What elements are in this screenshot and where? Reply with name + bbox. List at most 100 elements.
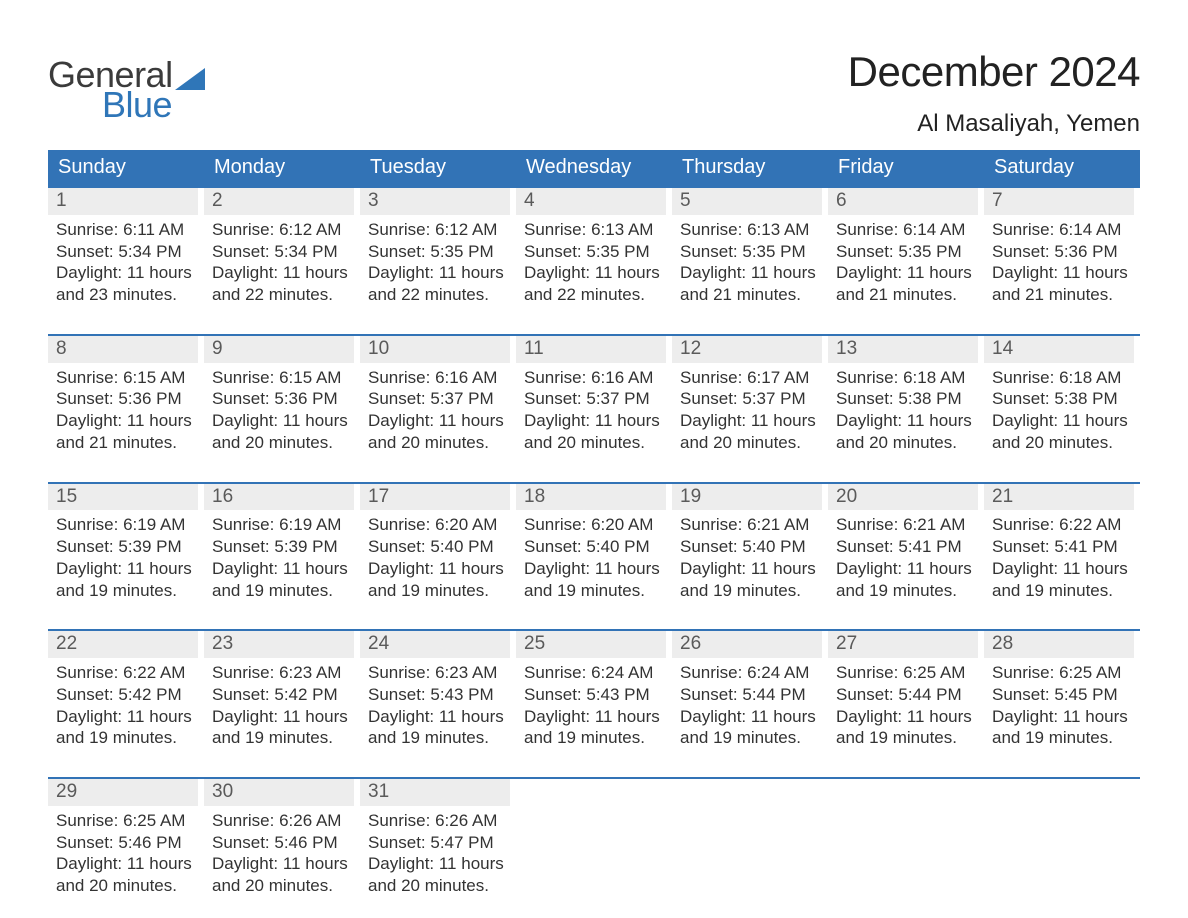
daylight-line: Daylight: 11 hours and 19 minutes. [212,558,354,602]
week-row: 15Sunrise: 6:19 AMSunset: 5:39 PMDayligh… [48,482,1140,602]
day-number: 10 [360,336,510,363]
day-number: 14 [984,336,1134,363]
day-number: 15 [48,484,198,511]
sunrise-line: Sunrise: 6:14 AM [992,219,1134,241]
day-cell: 12Sunrise: 6:17 AMSunset: 5:37 PMDayligh… [672,336,828,454]
day-cell [984,779,1140,897]
day-body: Sunrise: 6:26 AMSunset: 5:47 PMDaylight:… [360,806,510,897]
sunrise-line: Sunrise: 6:23 AM [212,662,354,684]
day-body: Sunrise: 6:21 AMSunset: 5:41 PMDaylight:… [828,510,978,601]
day-cell: 1 Sunrise: 6:11 AMSunset: 5:34 PMDaylight… [48,188,204,306]
dow-friday: Friday [828,150,984,186]
day-number: 26 [672,631,822,658]
daylight-line: Daylight: 11 hours and 21 minutes. [680,262,822,306]
day-body: Sunrise: 6:26 AMSunset: 5:46 PMDaylight:… [204,806,354,897]
day-body: Sunrise: 6:20 AMSunset: 5:40 PMDaylight:… [516,510,666,601]
sunset-line: Sunset: 5:45 PM [992,684,1134,706]
day-cell: 11Sunrise: 6:16 AMSunset: 5:37 PMDayligh… [516,336,672,454]
day-number: 7 [984,188,1134,215]
day-body: Sunrise: 6:17 AMSunset: 5:37 PMDaylight:… [672,363,822,454]
sunset-line: Sunset: 5:38 PM [992,388,1134,410]
day-body: Sunrise: 6:16 AMSunset: 5:37 PMDaylight:… [360,363,510,454]
sunrise-line: Sunrise: 6:24 AM [524,662,666,684]
day-cell: 17Sunrise: 6:20 AMSunset: 5:40 PMDayligh… [360,484,516,602]
daylight-line: Daylight: 11 hours and 19 minutes. [56,706,198,750]
header: General Blue December 2024 Al Masaliyah,… [48,48,1140,138]
daylight-line: Daylight: 11 hours and 20 minutes. [680,410,822,454]
day-number: 21 [984,484,1134,511]
day-body: Sunrise: 6:25 AMSunset: 5:45 PMDaylight:… [984,658,1134,749]
week-row: 1Sunrise: 6:11 AMSunset: 5:34 PMDaylight… [48,186,1140,306]
day-cell: 9Sunrise: 6:15 AMSunset: 5:36 PMDaylight… [204,336,360,454]
sunset-line: Sunset: 5:42 PM [56,684,198,706]
day-number: 24 [360,631,510,658]
day-body: Sunrise: 6:23 AMSunset: 5:42 PMDaylight:… [204,658,354,749]
day-body: Sunrise: 6:19 AMSunset: 5:39 PMDaylight:… [204,510,354,601]
daylight-line: Daylight: 11 hours and 22 minutes. [212,262,354,306]
day-cell: 27Sunrise: 6:25 AMSunset: 5:44 PMDayligh… [828,631,984,749]
daylight-line: Daylight: 11 hours and 23 minutes. [56,262,198,306]
sunrise-line: Sunrise: 6:22 AM [992,514,1134,536]
sunrise-line: Sunrise: 6:16 AM [524,367,666,389]
day-body: Sunrise: 6:14 AMSunset: 5:35 PMDaylight:… [828,215,978,306]
day-cell: 4Sunrise: 6:13 AMSunset: 5:35 PMDaylight… [516,188,672,306]
day-number: 31 [360,779,510,806]
logo: General Blue [48,54,205,126]
day-body: Sunrise: 6:21 AMSunset: 5:40 PMDaylight:… [672,510,822,601]
day-cell: 16Sunrise: 6:19 AMSunset: 5:39 PMDayligh… [204,484,360,602]
daylight-line: Daylight: 11 hours and 19 minutes. [368,558,510,602]
day-cell: 21Sunrise: 6:22 AMSunset: 5:41 PMDayligh… [984,484,1140,602]
daylight-line: Daylight: 11 hours and 19 minutes. [56,558,198,602]
day-body: Sunrise: 6:16 AMSunset: 5:37 PMDaylight:… [516,363,666,454]
day-body: Sunrise: 6:24 AMSunset: 5:44 PMDaylight:… [672,658,822,749]
day-cell: 23Sunrise: 6:23 AMSunset: 5:42 PMDayligh… [204,631,360,749]
day-cell [672,779,828,897]
sunset-line: Sunset: 5:37 PM [368,388,510,410]
day-number: 29 [48,779,198,806]
day-cell: 3Sunrise: 6:12 AMSunset: 5:35 PMDaylight… [360,188,516,306]
sunset-line: Sunset: 5:46 PM [56,832,198,854]
location: Al Masaliyah, Yemen [848,110,1140,138]
calendar: Sunday Monday Tuesday Wednesday Thursday… [48,150,1140,897]
week-row: 22Sunrise: 6:22 AMSunset: 5:42 PMDayligh… [48,629,1140,749]
day-number: 1 [48,188,198,215]
sunrise-line: Sunrise: 6:11 AM [56,219,198,241]
day-cell: 13Sunrise: 6:18 AMSunset: 5:38 PMDayligh… [828,336,984,454]
day-number: 11 [516,336,666,363]
day-body: Sunrise: 6:23 AMSunset: 5:43 PMDaylight:… [360,658,510,749]
day-body: Sunrise: 6:22 AMSunset: 5:41 PMDaylight:… [984,510,1134,601]
sunset-line: Sunset: 5:47 PM [368,832,510,854]
day-number: 5 [672,188,822,215]
sunrise-line: Sunrise: 6:13 AM [680,219,822,241]
sunrise-line: Sunrise: 6:15 AM [56,367,198,389]
daylight-line: Daylight: 11 hours and 19 minutes. [524,706,666,750]
day-number: 12 [672,336,822,363]
week-row: 29Sunrise: 6:25 AMSunset: 5:46 PMDayligh… [48,777,1140,897]
day-cell: 28Sunrise: 6:25 AMSunset: 5:45 PMDayligh… [984,631,1140,749]
daylight-line: Daylight: 11 hours and 20 minutes. [56,853,198,897]
page: General Blue December 2024 Al Masaliyah,… [0,0,1188,897]
daylight-line: Daylight: 11 hours and 19 minutes. [992,706,1134,750]
day-body: Sunrise: 6:20 AMSunset: 5:40 PMDaylight:… [360,510,510,601]
sunrise-line: Sunrise: 6:15 AM [212,367,354,389]
daylight-line: Daylight: 11 hours and 20 minutes. [368,410,510,454]
sunset-line: Sunset: 5:38 PM [836,388,978,410]
sunset-line: Sunset: 5:34 PM [56,241,198,263]
sunset-line: Sunset: 5:40 PM [368,536,510,558]
day-number: 23 [204,631,354,658]
daylight-line: Daylight: 11 hours and 20 minutes. [992,410,1134,454]
sunset-line: Sunset: 5:44 PM [680,684,822,706]
sail-icon [175,68,205,90]
sunset-line: Sunset: 5:35 PM [836,241,978,263]
day-number: 4 [516,188,666,215]
sunrise-line: Sunrise: 6:12 AM [212,219,354,241]
sunrise-line: Sunrise: 6:16 AM [368,367,510,389]
sunrise-line: Sunrise: 6:19 AM [56,514,198,536]
daylight-line: Daylight: 11 hours and 20 minutes. [212,410,354,454]
sunrise-line: Sunrise: 6:18 AM [992,367,1134,389]
day-number [672,779,822,783]
dow-sunday: Sunday [48,150,204,186]
sunrise-line: Sunrise: 6:14 AM [836,219,978,241]
sunrise-line: Sunrise: 6:26 AM [212,810,354,832]
day-body: Sunrise: 6:12 AMSunset: 5:34 PMDaylight:… [204,215,354,306]
